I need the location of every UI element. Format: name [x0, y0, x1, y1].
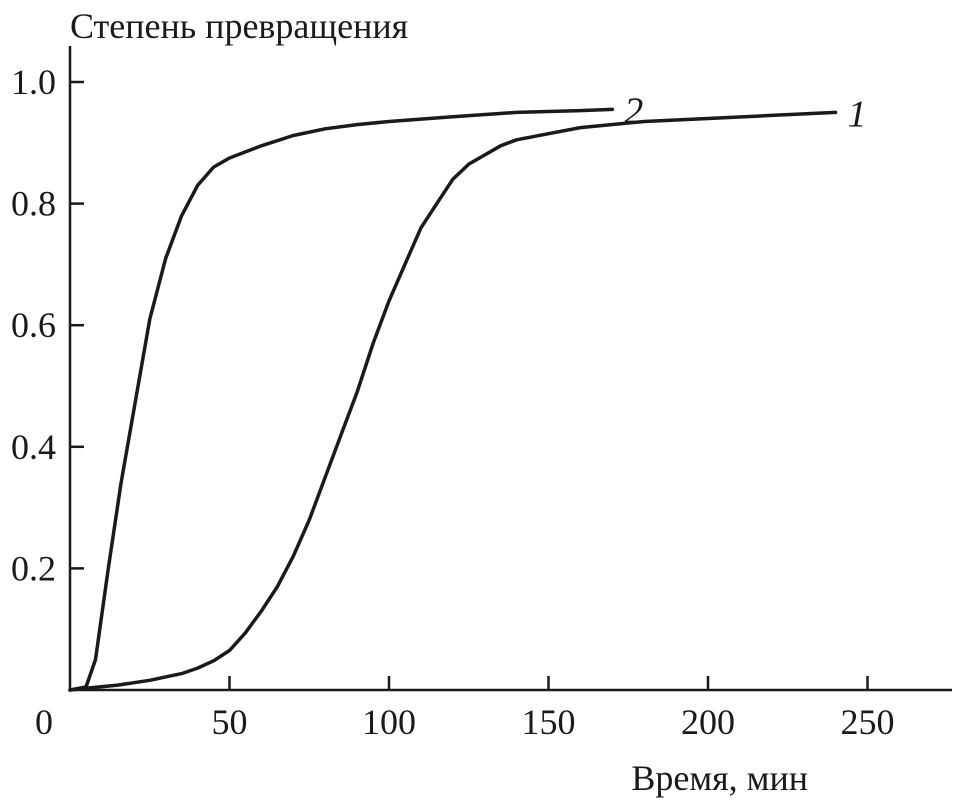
- ticks: 0 50 100 150 200 250 0.2 0.4 0.6 0.8 1.0: [11, 62, 895, 742]
- y-tick-label: 0.4: [11, 427, 56, 467]
- series-layer: 12: [68, 90, 867, 692]
- series-line-2: [68, 107, 615, 692]
- x-tick-label: 200: [681, 702, 735, 742]
- x-tick-label: 250: [841, 702, 895, 742]
- y-tick-label: 1.0: [11, 62, 56, 102]
- x-tick-label: 50: [212, 702, 248, 742]
- series-line-1: [68, 110, 838, 692]
- series-label-1: 1: [848, 93, 867, 135]
- x-tick-label: 150: [522, 702, 576, 742]
- y-tick-label: 0.2: [11, 548, 56, 588]
- x-tick-label: 0: [35, 702, 53, 742]
- x-tick-label: 100: [362, 702, 416, 742]
- series-label-2: 2: [624, 90, 643, 132]
- y-axis-label: Степень превращения: [70, 6, 408, 46]
- y-tick-label: 0.8: [11, 184, 56, 224]
- y-tick-label: 0.6: [11, 305, 56, 345]
- x-axis-label: Время, мин: [631, 758, 808, 798]
